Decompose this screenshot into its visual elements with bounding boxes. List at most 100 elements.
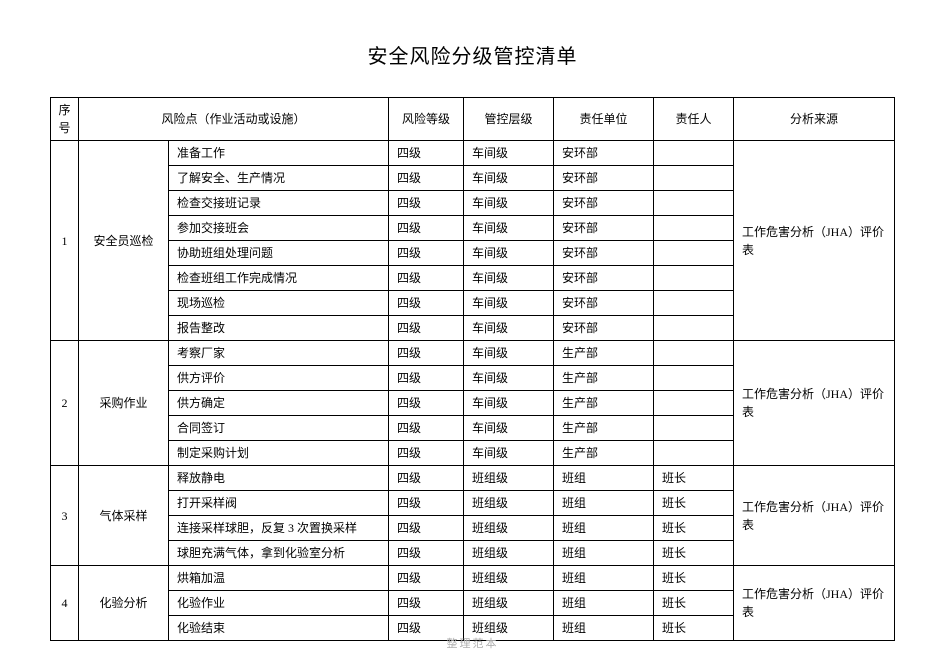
cell-unit: 安环部: [554, 141, 654, 166]
cell-activity: 连接采样球胆，反复 3 次置换采样: [169, 516, 389, 541]
cell-activity: 报告整改: [169, 316, 389, 341]
cell-activity: 烘箱加温: [169, 566, 389, 591]
cell-unit: 班组: [554, 591, 654, 616]
cell-unit: 生产部: [554, 441, 654, 466]
cell-responsible: 班长: [654, 516, 734, 541]
cell-responsible: [654, 291, 734, 316]
cell-control-level: 班组级: [464, 466, 554, 491]
cell-responsible: [654, 141, 734, 166]
page-footer: 整理范本: [0, 635, 945, 651]
table-row: 3气体采样释放静电四级班组级班组班长工作危害分析（JHA）评价表: [51, 466, 895, 491]
cell-risk-level: 四级: [389, 416, 464, 441]
cell-responsible: 班长: [654, 491, 734, 516]
cell-control-level: 班组级: [464, 516, 554, 541]
cell-category: 化验分析: [79, 566, 169, 641]
cell-activity: 球胆充满气体，拿到化验室分析: [169, 541, 389, 566]
cell-source: 工作危害分析（JHA）评价表: [734, 141, 895, 341]
cell-control-level: 车间级: [464, 291, 554, 316]
cell-risk-level: 四级: [389, 591, 464, 616]
cell-activity: 现场巡检: [169, 291, 389, 316]
cell-control-level: 车间级: [464, 241, 554, 266]
cell-responsible: [654, 216, 734, 241]
cell-control-level: 车间级: [464, 266, 554, 291]
table-row: 1安全员巡检准备工作四级车间级安环部工作危害分析（JHA）评价表: [51, 141, 895, 166]
cell-activity: 释放静电: [169, 466, 389, 491]
cell-source: 工作危害分析（JHA）评价表: [734, 466, 895, 566]
cell-control-level: 班组级: [464, 566, 554, 591]
cell-category: 安全员巡检: [79, 141, 169, 341]
cell-activity: 准备工作: [169, 141, 389, 166]
cell-control-level: 车间级: [464, 391, 554, 416]
cell-unit: 安环部: [554, 291, 654, 316]
cell-activity: 检查交接班记录: [169, 191, 389, 216]
col-header-source: 分析来源: [734, 98, 895, 141]
cell-control-level: 车间级: [464, 141, 554, 166]
cell-control-level: 班组级: [464, 591, 554, 616]
cell-risk-level: 四级: [389, 241, 464, 266]
cell-control-level: 车间级: [464, 191, 554, 216]
cell-control-level: 班组级: [464, 541, 554, 566]
cell-responsible: 班长: [654, 466, 734, 491]
cell-unit: 生产部: [554, 366, 654, 391]
cell-activity: 考察厂家: [169, 341, 389, 366]
col-header-risk-point: 风险点（作业活动或设施）: [79, 98, 389, 141]
table-body: 1安全员巡检准备工作四级车间级安环部工作危害分析（JHA）评价表了解安全、生产情…: [51, 141, 895, 641]
cell-responsible: [654, 366, 734, 391]
cell-risk-level: 四级: [389, 291, 464, 316]
cell-unit: 安环部: [554, 316, 654, 341]
cell-risk-level: 四级: [389, 216, 464, 241]
cell-risk-level: 四级: [389, 391, 464, 416]
cell-risk-level: 四级: [389, 341, 464, 366]
cell-category: 气体采样: [79, 466, 169, 566]
cell-responsible: 班长: [654, 541, 734, 566]
cell-control-level: 车间级: [464, 366, 554, 391]
cell-responsible: [654, 391, 734, 416]
cell-category: 采购作业: [79, 341, 169, 466]
cell-activity: 合同签订: [169, 416, 389, 441]
cell-unit: 班组: [554, 541, 654, 566]
table-row: 4化验分析烘箱加温四级班组级班组班长工作危害分析（JHA）评价表: [51, 566, 895, 591]
cell-risk-level: 四级: [389, 191, 464, 216]
col-header-index: 序号: [51, 98, 79, 141]
cell-responsible: [654, 441, 734, 466]
cell-index: 2: [51, 341, 79, 466]
cell-risk-level: 四级: [389, 541, 464, 566]
cell-unit: 生产部: [554, 416, 654, 441]
cell-control-level: 车间级: [464, 416, 554, 441]
cell-unit: 安环部: [554, 191, 654, 216]
cell-activity: 参加交接班会: [169, 216, 389, 241]
table-row: 2采购作业考察厂家四级车间级生产部工作危害分析（JHA）评价表: [51, 341, 895, 366]
cell-unit: 安环部: [554, 216, 654, 241]
cell-unit: 班组: [554, 516, 654, 541]
cell-unit: 生产部: [554, 341, 654, 366]
cell-index: 3: [51, 466, 79, 566]
cell-risk-level: 四级: [389, 491, 464, 516]
cell-responsible: 班长: [654, 591, 734, 616]
cell-activity: 检查班组工作完成情况: [169, 266, 389, 291]
cell-risk-level: 四级: [389, 566, 464, 591]
cell-risk-level: 四级: [389, 316, 464, 341]
risk-control-table: 序号 风险点（作业活动或设施） 风险等级 管控层级 责任单位 责任人 分析来源 …: [50, 97, 895, 641]
col-header-responsible: 责任人: [654, 98, 734, 141]
cell-activity: 制定采购计划: [169, 441, 389, 466]
cell-responsible: [654, 316, 734, 341]
cell-source: 工作危害分析（JHA）评价表: [734, 566, 895, 641]
cell-index: 1: [51, 141, 79, 341]
cell-activity: 化验作业: [169, 591, 389, 616]
cell-control-level: 车间级: [464, 166, 554, 191]
cell-unit: 生产部: [554, 391, 654, 416]
cell-unit: 安环部: [554, 166, 654, 191]
cell-activity: 供方确定: [169, 391, 389, 416]
cell-responsible: [654, 191, 734, 216]
col-header-control-level: 管控层级: [464, 98, 554, 141]
cell-index: 4: [51, 566, 79, 641]
cell-source: 工作危害分析（JHA）评价表: [734, 341, 895, 466]
cell-responsible: 班长: [654, 566, 734, 591]
cell-unit: 安环部: [554, 266, 654, 291]
cell-risk-level: 四级: [389, 141, 464, 166]
cell-responsible: [654, 341, 734, 366]
cell-risk-level: 四级: [389, 466, 464, 491]
cell-control-level: 车间级: [464, 316, 554, 341]
cell-responsible: [654, 416, 734, 441]
cell-responsible: [654, 241, 734, 266]
